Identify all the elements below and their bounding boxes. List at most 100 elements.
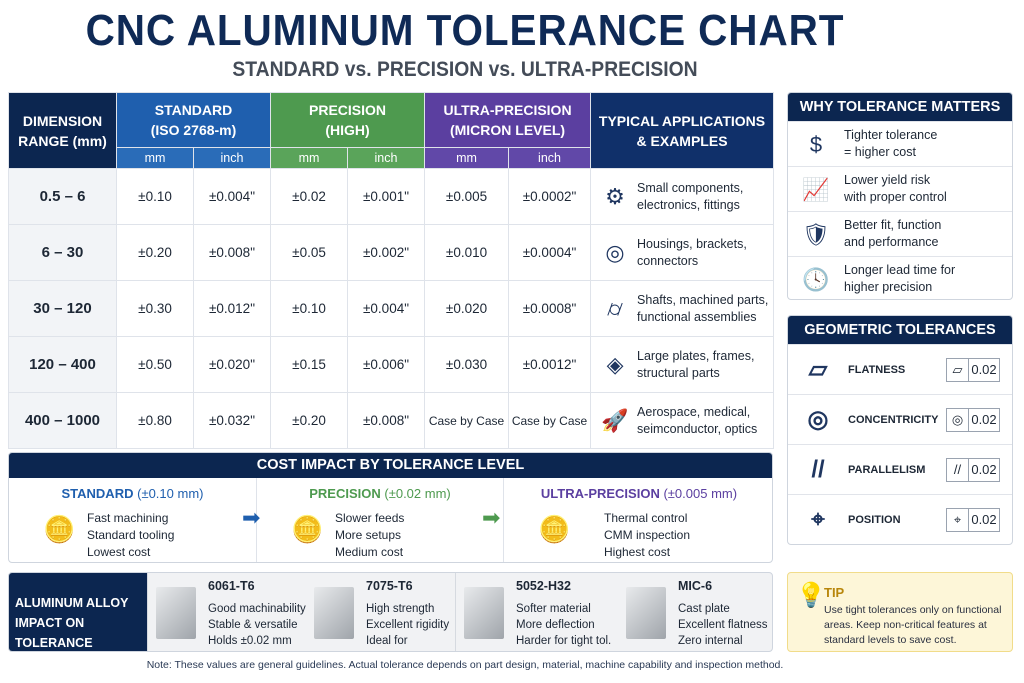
tolerance-value: ±0.15: [270, 336, 348, 393]
why-text: with proper control: [844, 190, 947, 204]
shield-check-icon: 🛡: [802, 221, 830, 247]
tolerance-value: ±0.001": [346, 168, 426, 225]
tolerance-value: ±0.020": [193, 336, 271, 393]
dimension-range: 0.5 – 6: [8, 168, 117, 225]
aluminum-block-icon: [464, 587, 504, 639]
dimension-range: 30 – 120: [8, 280, 117, 337]
level-name: STANDARD: [61, 486, 134, 501]
alloy-name: MIC-6: [678, 579, 713, 593]
gdt-value: 0.02: [971, 512, 997, 527]
why-text: Better fit, function: [844, 218, 942, 232]
table-row: 120 – 400 ±0.50 ±0.020" ±0.15 ±0.006" ±0.030 ±…: [8, 336, 775, 393]
why-tolerance-panel: WHY TOLERANCE MATTERS $ Tighter tolerance…: [787, 92, 1013, 300]
level-value: (±0.005 mm): [663, 486, 738, 501]
table-row: 400 – 1000 ±0.80 ±0.032" ±0.20 ±0.008" Case b…: [8, 392, 775, 449]
feature-control-frame: ⏥ 0.02: [946, 357, 1000, 382]
page-subtitle: STANDARD vs. PRECISION vs. ULTRA-PRECISI…: [232, 58, 698, 81]
alloy-property: Ideal for precision: [366, 635, 408, 647]
tip-title: TIP: [824, 585, 845, 600]
unit-header: inch: [508, 147, 592, 169]
feature-control-frame: ◎ 0.02: [946, 407, 1000, 432]
tolerance-value: ±0.010: [424, 224, 510, 281]
aluminum-block-icon: [626, 587, 666, 639]
level-name: PRECISION: [309, 486, 381, 501]
group-header: PRECISION (HIGH): [269, 92, 426, 148]
tip-text: areas. Keep non-critical features at: [824, 619, 987, 631]
alloy-name: 6061-T6: [208, 579, 255, 593]
application-text: Aerospace, medical,: [637, 404, 751, 419]
alloy-item: MIC-6 Cast plate Excellent flatness Zero in…: [618, 573, 772, 651]
why-title: WHY TOLERANCE MATTERS: [788, 93, 1012, 121]
coin-stack-icon: 🪙: [538, 514, 571, 544]
gdt-item: //PARALLELISM//0.02: [788, 444, 1012, 494]
tolerance-value: ±0.50: [116, 336, 194, 393]
gdt-item: ▱ FLATNESS ⏥ 0.02: [788, 344, 1012, 394]
dimension-range: 400 – 1000: [8, 392, 117, 449]
application-text: structural parts: [637, 365, 720, 380]
cost-line: Highest cost: [604, 545, 671, 559]
position-icon: ⌖: [811, 505, 825, 533]
tolerance-value: ±0.005: [424, 168, 510, 225]
table-row: 30 – 120 ±0.30 ±0.012" ±0.10 ±0.004" ±0.020 ±0…: [8, 280, 775, 337]
unit-header: inch: [346, 147, 426, 169]
rocket-icon: 🚀: [601, 408, 629, 433]
tolerance-value: ±0.10: [270, 280, 348, 337]
application-cell: ◈ Large plates, frames, structural parts: [590, 336, 775, 393]
cost-line: Medium cost: [335, 545, 404, 559]
alloy-property: Zero internal stress: [678, 635, 743, 647]
tolerance-value: ±0.80: [116, 392, 194, 449]
tolerance-value: ±0.002": [346, 224, 426, 281]
tolerance-value: Case by Case: [508, 392, 592, 449]
why-text: Longer lead time for: [844, 263, 956, 277]
flatness-icon: ▱: [808, 356, 828, 383]
tolerance-value: ±0.30: [116, 280, 194, 337]
gdt-symbol: //: [947, 458, 969, 481]
gdt-name: FLATNESS: [848, 363, 906, 376]
gdt-symbol: ⏥: [947, 358, 969, 381]
cost-level: PRECISION (±0.02 mm) 🪙 Slower feeds More se…: [256, 478, 503, 562]
application-text: functional assemblies: [637, 309, 757, 324]
why-item: 🛡 Better fit, function and performance: [788, 211, 1012, 256]
why-text: higher precision: [844, 280, 933, 294]
gdt-item: ◎ CONCENTRICITY ◎ 0.02: [788, 394, 1012, 444]
gdt-name: PARALLELISM: [848, 463, 926, 476]
gdt-value: 0.02: [971, 462, 997, 477]
tolerance-value: ±0.0004": [508, 224, 592, 281]
alloy-property: Good machinability: [208, 603, 306, 615]
coin-stack-icon: 🪙: [291, 514, 324, 544]
unit-header: mm: [116, 147, 194, 169]
tolerance-value: ±0.20: [270, 392, 348, 449]
why-item: 🕓 Longer lead time for higher precision: [788, 256, 1012, 299]
tolerance-value: ±0.05: [270, 224, 348, 281]
alloy-property: High strength: [366, 603, 435, 615]
alloy-property: Cast plate: [678, 603, 730, 615]
why-item: $ Tighter tolerance = higher cost: [788, 121, 1012, 166]
application-cell: ⌭ Shafts, machined parts, functional assem…: [590, 280, 775, 337]
tolerance-value: ±0.032": [193, 392, 271, 449]
parallelism-icon: //: [811, 455, 825, 483]
gdt-name: CONCENTRICITY: [848, 413, 939, 426]
tip-text: standard levels to save cost.: [824, 634, 957, 646]
feature-control-frame: //0.02: [946, 457, 1000, 482]
why-text: Tighter tolerance: [844, 128, 938, 142]
tolerance-value: ±0.008": [193, 224, 271, 281]
level-value: (±0.10 mm): [137, 486, 204, 501]
why-text: Lower yield risk: [844, 173, 931, 187]
cost-impact-panel: COST IMPACT BY TOLERANCE LEVEL STANDARD …: [8, 452, 773, 563]
application-text: electronics, fittings: [637, 197, 740, 212]
tolerance-table: DIMENSION RANGE (mm) STANDARD (ISO 2768-m) P…: [8, 92, 775, 449]
aluminum-block-icon: [156, 587, 196, 639]
cost-line: Lowest cost: [87, 545, 151, 559]
cost-level: STANDARD (±0.10 mm) 🪙 Fast machining Standa…: [9, 478, 256, 562]
shaft-icon: ⌭: [607, 296, 623, 321]
alloy-property: Stable & versatile: [208, 619, 298, 631]
alloy-item: 6061-T6 Good machinability Stable & versat…: [147, 573, 306, 651]
gdt-item: ⌖ POSITION ⌖ 0.02: [788, 494, 1012, 544]
why-item: 📈 Lower yield risk with proper control: [788, 166, 1012, 211]
alloy-title: ALUMINUM ALLOY IMPACT ON TOLERANCE: [9, 573, 147, 651]
page-title: CNC ALUMINUM TOLERANCE CHART: [85, 6, 845, 55]
alloy-property: Excellent flatness: [678, 619, 768, 631]
alloy-name: 7075-T6: [366, 579, 413, 593]
tolerance-value: ±0.02: [270, 168, 348, 225]
level-name: ULTRA-PRECISION: [540, 486, 660, 501]
